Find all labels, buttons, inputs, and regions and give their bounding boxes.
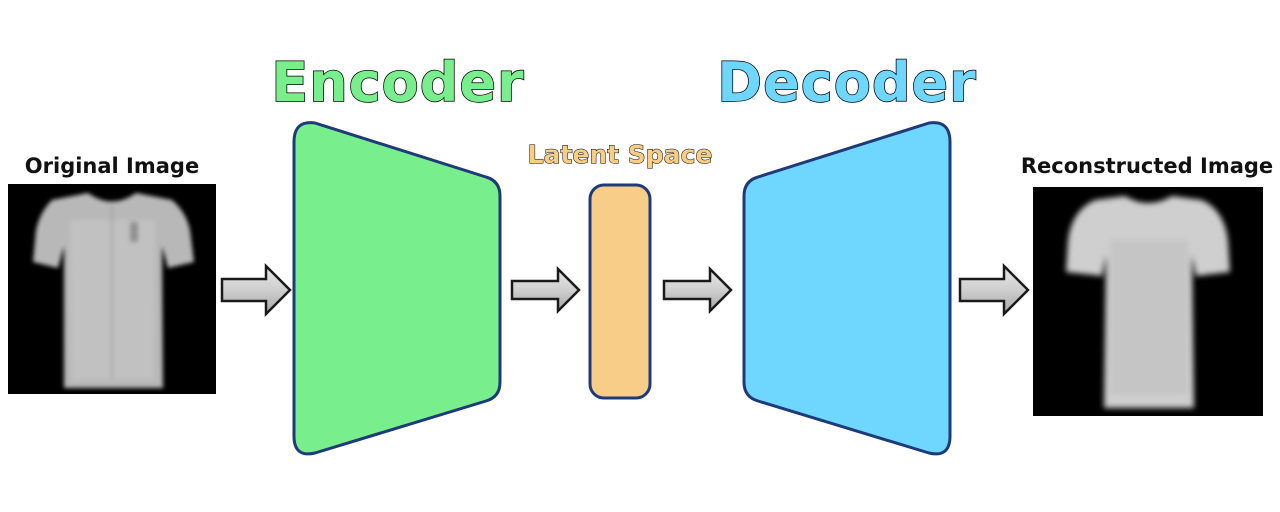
latent-space-block [588, 183, 652, 400]
latent-space-title: Latent Space [528, 140, 713, 169]
decoder-block [742, 121, 952, 456]
decoder-title: Decoder [717, 51, 976, 114]
original-image-label: Original Image [25, 154, 199, 178]
reconstructed-image [1033, 187, 1263, 416]
right-arrow-icon [510, 265, 581, 315]
right-arrow-icon [958, 262, 1030, 318]
reconstructed-image-label: Reconstructed Image [1021, 154, 1273, 178]
encoder-block [292, 121, 502, 456]
right-arrow-icon [662, 265, 733, 315]
original-image [8, 184, 216, 394]
right-arrow-icon [220, 262, 292, 318]
encoder-title: Encoder [271, 51, 524, 114]
